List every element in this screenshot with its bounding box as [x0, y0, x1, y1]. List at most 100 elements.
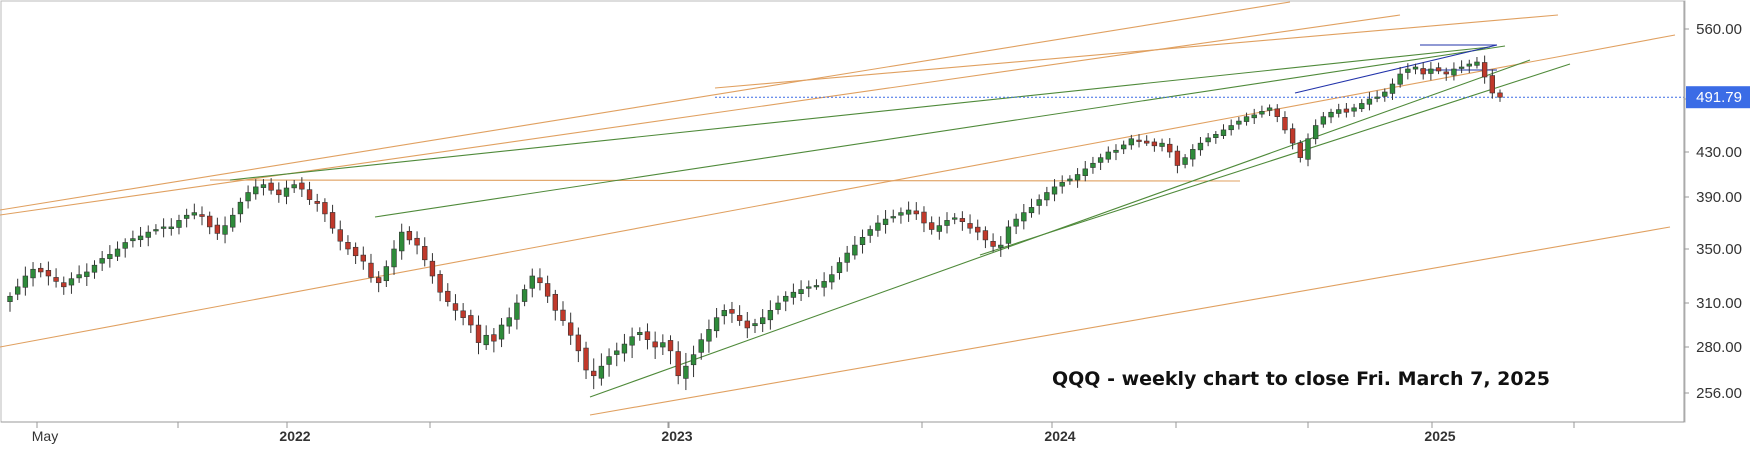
candle-body — [660, 342, 666, 348]
candle-body — [975, 226, 981, 233]
candle-body — [314, 201, 320, 204]
candle-body — [375, 277, 382, 284]
candle-body — [191, 212, 198, 216]
candle-body — [437, 274, 443, 293]
candle-body — [783, 295, 789, 302]
last-price-label: 491.79 — [1696, 89, 1742, 106]
candle-body — [145, 231, 151, 238]
candle-body — [383, 266, 390, 282]
candle-body — [406, 230, 413, 241]
candle-body — [790, 291, 797, 298]
price-tick-label: 350.00 — [1696, 241, 1742, 258]
candle-body — [475, 324, 482, 343]
candle-body — [1328, 111, 1334, 118]
candle-body — [852, 244, 858, 256]
candle-body — [1343, 108, 1350, 113]
candle-body — [1205, 137, 1211, 143]
candle-body — [1082, 168, 1088, 176]
candle-body — [767, 310, 774, 321]
candle-body — [1266, 107, 1273, 111]
candle-body — [898, 212, 904, 216]
candle-body — [1397, 73, 1403, 85]
candle-body — [959, 218, 966, 222]
trendline-8 — [229, 46, 1491, 181]
candle-body — [875, 222, 881, 231]
candle-body — [890, 216, 896, 219]
candle-body — [483, 334, 489, 346]
candle-body — [160, 226, 167, 229]
trendline-9 — [589, 59, 1531, 398]
chart-annotation: QQQ - weekly chart to close Fri. March 7… — [1052, 368, 1550, 390]
candle-body — [690, 354, 697, 366]
trendline-7 — [374, 45, 1506, 218]
candle-body — [775, 302, 781, 310]
candle-body — [1005, 226, 1012, 244]
candle-body — [99, 258, 105, 264]
candle-body — [844, 252, 850, 263]
candle-body — [982, 230, 989, 241]
candle-body — [1497, 92, 1503, 98]
candle-body — [859, 237, 866, 246]
candle-body — [1435, 67, 1442, 72]
candle-body — [1243, 116, 1250, 122]
candle-body — [1013, 218, 1019, 227]
candle-body — [1044, 192, 1050, 201]
candle-body — [744, 320, 751, 329]
candle-body — [322, 202, 328, 215]
candle-body — [1382, 91, 1388, 97]
candle-body — [644, 331, 651, 340]
candle-body — [1120, 144, 1127, 150]
candle-body — [652, 341, 658, 348]
candle-body — [498, 324, 505, 340]
price-tick-label: 280.00 — [1696, 339, 1742, 356]
candle-body — [1466, 63, 1472, 67]
candle-body — [45, 270, 52, 277]
candle-body — [329, 212, 336, 229]
candle-body — [1359, 103, 1365, 110]
time-tick-label: May — [32, 428, 58, 444]
price-tick-label: 310.00 — [1696, 295, 1742, 312]
candle-body — [53, 277, 59, 282]
candle-body — [107, 254, 113, 259]
time-axis: May 2022 2023 2024 2025 — [1, 421, 1684, 444]
candle-body — [1090, 162, 1096, 168]
candle-body — [1481, 62, 1488, 78]
candle-body — [1097, 157, 1104, 163]
candle-body — [130, 238, 136, 242]
price-tick-label: 256.00 — [1696, 385, 1742, 402]
candle-body — [1474, 61, 1480, 66]
candle-body — [1151, 141, 1158, 147]
candle-body — [368, 262, 374, 278]
candle-body — [1312, 125, 1319, 140]
candle-body — [1289, 128, 1296, 144]
candle-body — [821, 281, 827, 288]
candle-body — [299, 182, 305, 190]
candle-body — [698, 339, 704, 353]
candle-body — [544, 283, 551, 297]
candle-body — [91, 264, 98, 273]
candle-body — [460, 310, 466, 318]
price-tick-label: 560.00 — [1696, 21, 1742, 38]
candle-body — [506, 317, 512, 327]
price-tick-label: 390.00 — [1696, 189, 1742, 206]
candle-body — [345, 241, 351, 250]
candle-body — [245, 192, 251, 202]
candle-body — [905, 209, 912, 215]
candle-body — [337, 229, 343, 242]
candle-body — [990, 241, 996, 247]
candle-body — [1105, 151, 1111, 160]
candle-body — [752, 323, 758, 327]
time-tick-label: 2025 — [1424, 428, 1455, 444]
candle-body — [952, 217, 958, 220]
candle-body — [552, 293, 558, 311]
candle-body — [291, 184, 297, 189]
price-tick-label: 430.00 — [1696, 144, 1742, 161]
candle-body — [567, 322, 574, 336]
candle-body — [1236, 120, 1242, 125]
candle-body — [621, 343, 628, 354]
candle-body — [168, 226, 174, 229]
trendlines — [0, 1, 1684, 416]
trendline-4 — [589, 226, 1671, 416]
candle-body — [1451, 68, 1457, 76]
